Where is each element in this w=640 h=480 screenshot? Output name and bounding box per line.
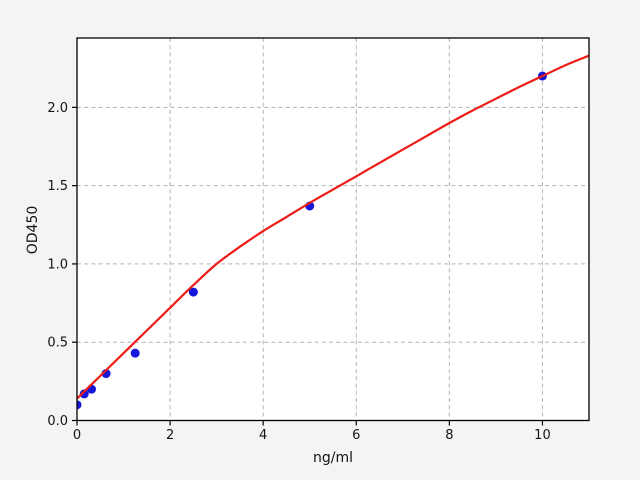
x-tick-label: 10 [534, 428, 551, 443]
data-point [79, 389, 89, 399]
data-layer [77, 54, 589, 410]
x-tick-label: 0 [73, 428, 81, 443]
x-tick-label: 4 [259, 428, 267, 443]
y-tick-label: 0.5 [47, 336, 68, 351]
y-tick-label: 1.5 [47, 179, 68, 194]
y-tick-label: 1.0 [47, 257, 68, 272]
x-axis-label: ng/ml [312, 450, 353, 466]
x-tick-label: 8 [445, 428, 453, 443]
y-tick-label: 2.0 [47, 101, 68, 116]
x-tick-label: 2 [166, 428, 174, 443]
x-tick-label: 6 [352, 428, 360, 443]
data-point [77, 400, 82, 410]
data-point [188, 287, 198, 297]
fit-curve-line [77, 54, 589, 400]
plot-area [77, 38, 589, 421]
y-tick-label: 0.0 [47, 414, 68, 429]
data-point [130, 348, 140, 358]
y-axis-label: OD450 [25, 205, 41, 255]
axes-spines [76, 37, 590, 422]
